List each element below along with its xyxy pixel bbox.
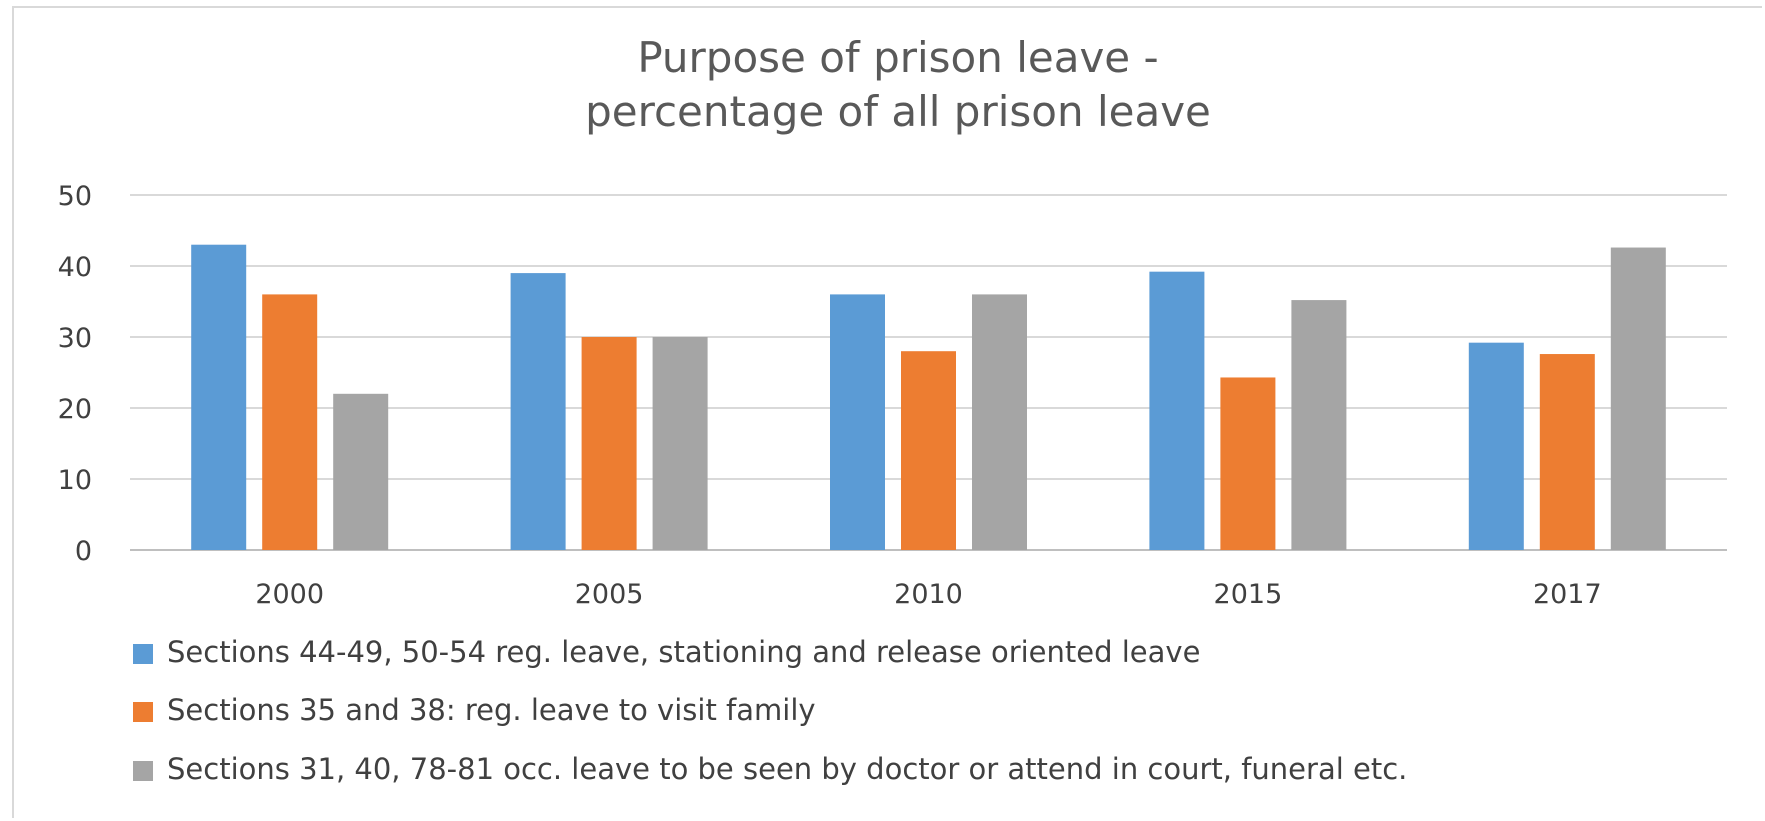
- legend: Sections 44-49, 50-54 reg. leave, statio…: [133, 635, 1407, 786]
- x-tick-label: 2010: [894, 579, 963, 610]
- bar-2015-series-3: [1291, 300, 1347, 550]
- x-axis-labels: 2000 2005 2010 2015 2017: [255, 579, 1601, 610]
- bar-2015-series-2: [1220, 377, 1276, 550]
- legend-swatch: [133, 702, 153, 722]
- chart-title-line-1: Purpose of prison leave -: [637, 33, 1158, 82]
- legend-label: Sections 31, 40, 78-81 occ. leave to be …: [167, 752, 1407, 786]
- bar-2000-series-2: [262, 294, 318, 550]
- bar-2010-series-3: [972, 294, 1027, 550]
- x-tick-label: 2005: [575, 579, 644, 610]
- y-tick-label: 40: [58, 252, 92, 283]
- bar-2015-series-1: [1149, 271, 1205, 550]
- bars: [191, 244, 1666, 551]
- x-tick-label: 2015: [1214, 579, 1283, 610]
- legend-label: Sections 35 and 38: reg. leave to visit …: [167, 693, 816, 727]
- chart-frame: [12, 6, 1762, 818]
- bar-2000-series-1: [191, 244, 247, 550]
- bar-2017-series-1: [1468, 342, 1524, 550]
- bar-2010-series-2: [901, 351, 956, 550]
- x-tick-label: 2017: [1533, 579, 1602, 610]
- y-tick-label: 30: [58, 323, 92, 354]
- bar-2017-series-3: [1610, 247, 1666, 551]
- legend-label: Sections 44-49, 50-54 reg. leave, statio…: [167, 635, 1200, 669]
- legend-swatch: [133, 644, 153, 664]
- bar-2010-series-1: [830, 294, 885, 550]
- bar-2005-series-2: [581, 337, 637, 550]
- y-tick-label: 0: [75, 536, 92, 567]
- bar-2017-series-2: [1539, 354, 1595, 550]
- y-tick-label: 10: [58, 465, 92, 496]
- chart-title-line-2: percentage of all prison leave: [585, 87, 1211, 136]
- y-tick-label: 50: [58, 181, 92, 212]
- x-tick-label: 2000: [255, 579, 324, 610]
- legend-swatch: [133, 761, 153, 781]
- bar-2005-series-1: [510, 273, 566, 550]
- bar-2005-series-3: [652, 337, 708, 550]
- y-tick-label: 20: [58, 394, 92, 425]
- bar-2000-series-3: [333, 393, 389, 550]
